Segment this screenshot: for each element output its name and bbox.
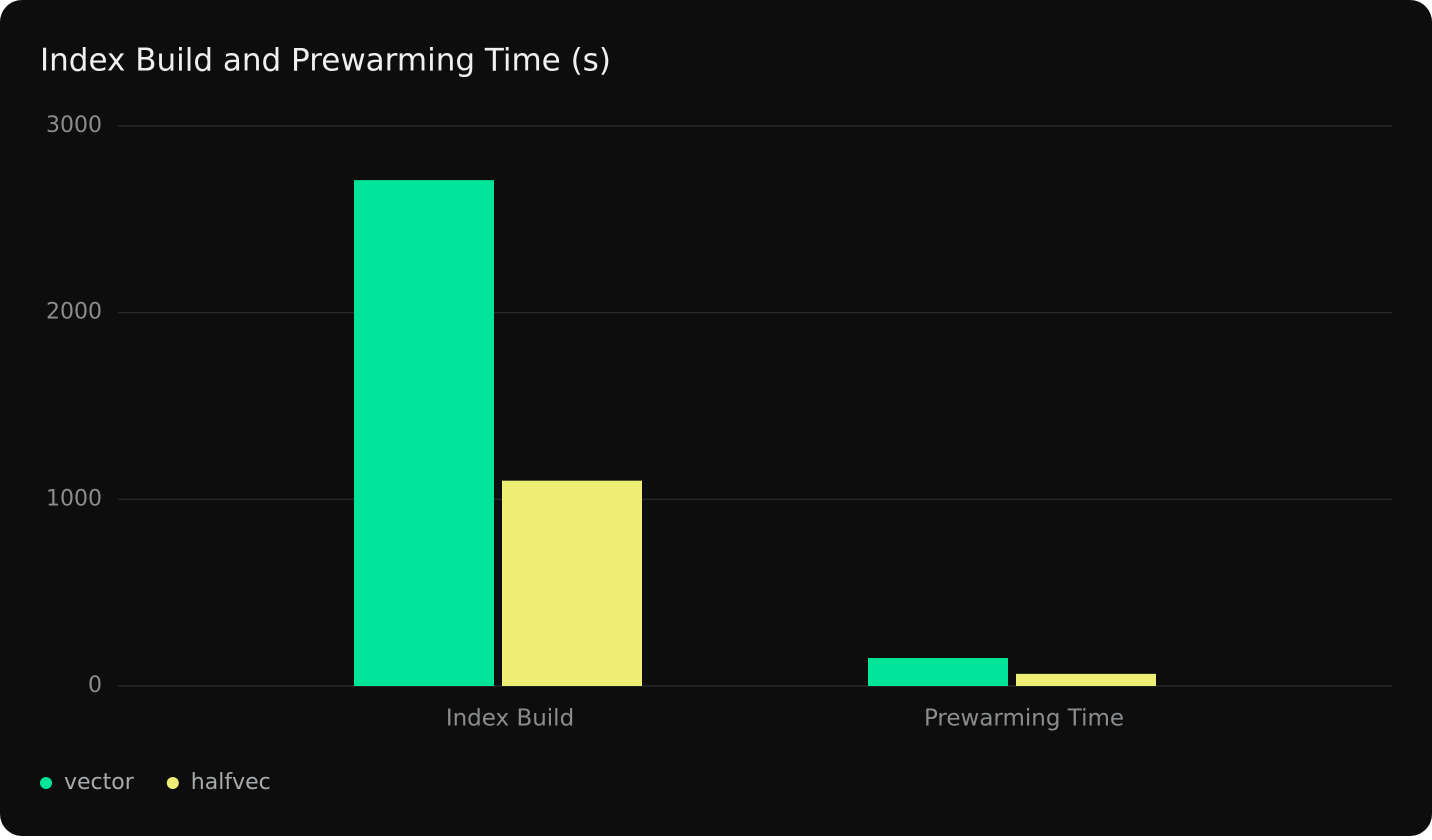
y-tick-label: 0 — [88, 673, 102, 698]
y-tick-label: 3000 — [46, 113, 102, 138]
bar — [354, 180, 494, 686]
y-tick-label: 2000 — [46, 300, 102, 325]
chart-title: Index Build and Prewarming Time (s) — [40, 43, 611, 79]
x-tick-label: Index Build — [446, 706, 574, 732]
legend-marker — [166, 777, 179, 789]
legend-label: halfvec — [191, 770, 271, 795]
bar — [1016, 673, 1156, 686]
y-tick-label: 1000 — [46, 486, 102, 511]
legend-marker — [40, 777, 52, 789]
bar — [868, 658, 1008, 686]
bar — [502, 480, 642, 686]
legend-label: vector — [64, 770, 135, 795]
x-tick-label: Prewarming Time — [924, 706, 1124, 732]
